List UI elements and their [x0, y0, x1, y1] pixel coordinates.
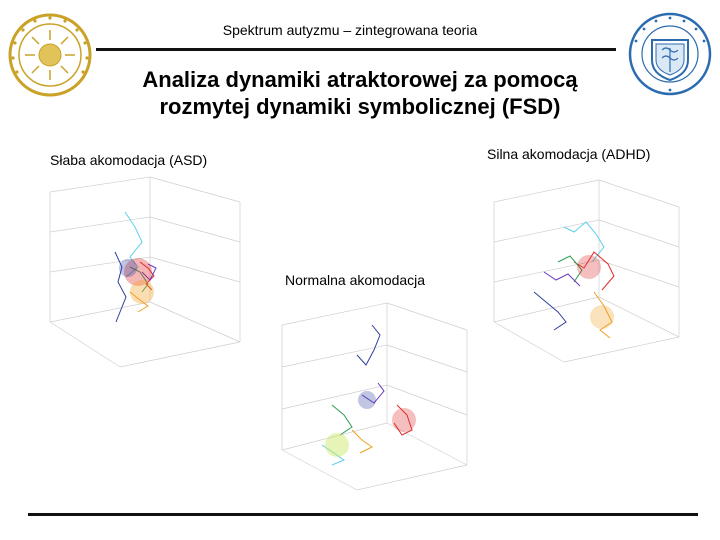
attractor-plot-adhd [493, 179, 680, 363]
header-title: Spektrum autyzmu – zintegrowana teoria [222, 22, 478, 38]
footer-divider [28, 513, 698, 516]
attractor-plot-asd [49, 176, 241, 368]
umcs-logo-icon [628, 12, 712, 96]
data-cluster [577, 255, 614, 329]
header-divider [96, 48, 616, 51]
data-cluster [325, 391, 416, 457]
label-asd: Słaba akomodacja (ASD) [50, 152, 208, 168]
label-adhd: Silna akomodacja (ADHD) [487, 146, 651, 162]
data-cluster [119, 258, 154, 304]
university-seal-icon [8, 13, 92, 97]
slide-title-line-2: rozmytej dynamiki symbolicznej (FSD) [159, 94, 561, 119]
slide-title-line-1: Analiza dynamiki atraktorowej za pomocą [142, 67, 578, 92]
plot-grid [49, 176, 241, 368]
plot-grid [281, 302, 468, 491]
label-normal: Normalna akomodacja [285, 272, 426, 288]
attractor-plot-normal [281, 302, 468, 491]
slide-title: Analiza dynamiki atraktorowej za pomocą … [70, 66, 650, 120]
